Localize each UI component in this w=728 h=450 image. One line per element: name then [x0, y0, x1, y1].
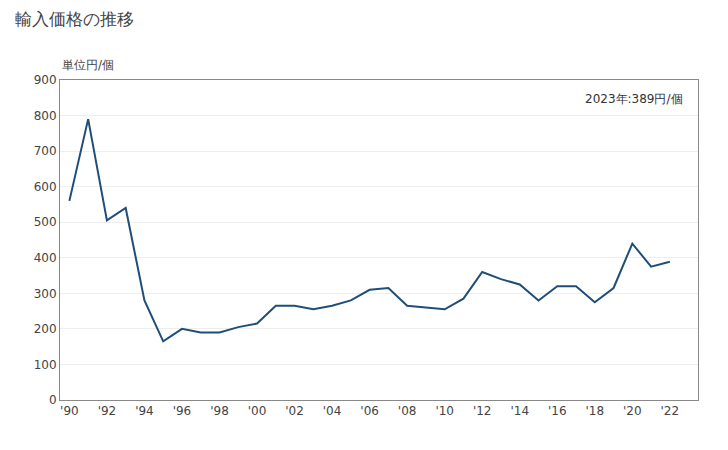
svg-text:'98: '98	[210, 404, 229, 418]
svg-text:'92: '92	[98, 404, 117, 418]
svg-text:'16: '16	[548, 404, 567, 418]
svg-text:200: 200	[34, 322, 57, 336]
svg-text:'22: '22	[661, 404, 680, 418]
svg-text:'06: '06	[360, 404, 379, 418]
svg-text:'04: '04	[323, 404, 342, 418]
svg-text:'02: '02	[285, 404, 304, 418]
svg-text:'00: '00	[248, 404, 267, 418]
svg-text:500: 500	[34, 215, 57, 229]
svg-text:600: 600	[34, 180, 57, 194]
svg-text:400: 400	[34, 251, 57, 265]
svg-text:100: 100	[34, 358, 57, 372]
svg-text:2023年:389円/個: 2023年:389円/個	[585, 92, 683, 106]
svg-text:300: 300	[34, 287, 57, 301]
svg-text:'96: '96	[173, 404, 192, 418]
svg-text:'08: '08	[398, 404, 417, 418]
svg-text:輸入価格の推移: 輸入価格の推移	[15, 9, 134, 29]
svg-text:'18: '18	[586, 404, 605, 418]
svg-text:0: 0	[49, 393, 57, 407]
svg-text:'12: '12	[473, 404, 492, 418]
svg-text:900: 900	[34, 73, 57, 87]
svg-text:'90: '90	[60, 404, 79, 418]
svg-text:700: 700	[34, 144, 57, 158]
svg-text:'14: '14	[510, 404, 529, 418]
svg-text:'20: '20	[623, 404, 642, 418]
svg-text:'10: '10	[435, 404, 454, 418]
svg-text:800: 800	[34, 109, 57, 123]
svg-text:単位円/個: 単位円/個	[62, 58, 114, 72]
svg-text:'94: '94	[135, 404, 154, 418]
